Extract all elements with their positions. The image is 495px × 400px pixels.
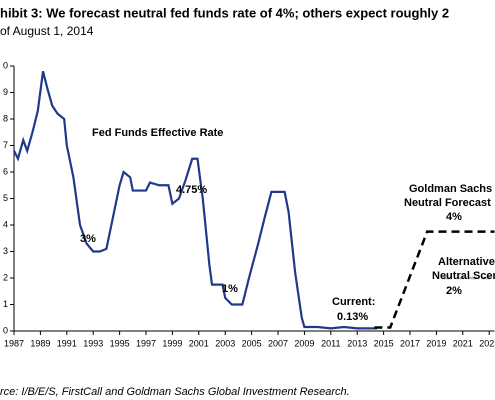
x-tick-label: 1989 (30, 338, 50, 348)
x-tick-label: 2011 (321, 338, 340, 348)
annotation: 0.13% (337, 311, 368, 323)
annotation: 4.75% (176, 184, 207, 196)
annotation: Neutral Forecast (404, 197, 491, 209)
y-tick-label: 5 (3, 193, 8, 203)
annotation: Alternative (438, 256, 495, 268)
x-tick-label: 1997 (136, 338, 156, 348)
x-tick-label: 1999 (162, 338, 182, 348)
series-line (13, 71, 378, 330)
x-tick-label: 2003 (215, 338, 235, 348)
y-tick-label: 0 (3, 60, 8, 70)
y-tick-label: 2 (3, 272, 8, 282)
y-tick-label: 7 (3, 140, 8, 150)
x-tick-label: 2019 (426, 338, 446, 348)
source-note: rce: I/B/E/S, FirstCall and Goldman Sach… (0, 386, 350, 398)
x-tick-label: 2013 (347, 338, 367, 348)
annotation: Current: (332, 296, 375, 308)
annotation: 2% (446, 285, 462, 297)
annotation: Goldman Sachs (409, 183, 492, 195)
y-tick-label: 3 (3, 246, 8, 256)
chart-subtitle: of August 1, 2014 (0, 24, 94, 38)
y-tick-label: 0 (3, 325, 8, 335)
series-line (374, 230, 495, 329)
x-tick-label: 2015 (374, 338, 394, 348)
x-tick-label: 2007 (268, 338, 288, 348)
series-label: Fed Funds Effective Rate (92, 127, 223, 139)
x-tick-label: 2005 (242, 338, 262, 348)
x-tick-label: 2009 (294, 338, 314, 348)
annotation: 4% (446, 211, 462, 223)
annotation: Neutral Scenario (432, 270, 495, 282)
x-tick-label: 1995 (110, 338, 130, 348)
x-tick-label: 2023 (479, 338, 495, 348)
annotation: 1% (222, 283, 238, 295)
x-tick-label: 2017 (400, 338, 420, 348)
x-tick-label: 2021 (453, 338, 473, 348)
annotation: 3% (80, 233, 96, 245)
x-tick-label: 1987 (4, 338, 24, 348)
x-tick-label: 1993 (83, 338, 103, 348)
y-tick-label: 8 (3, 113, 8, 123)
y-tick-label: 9 (3, 87, 8, 97)
x-tick-label: 2001 (189, 338, 209, 348)
y-tick-label: 6 (3, 166, 8, 176)
y-tick-label: 4 (3, 219, 8, 229)
x-tick-label: 1991 (57, 338, 77, 348)
y-tick-label: 1 (3, 299, 8, 309)
chart-title: hibit 3: We forecast neutral fed funds r… (0, 5, 449, 20)
